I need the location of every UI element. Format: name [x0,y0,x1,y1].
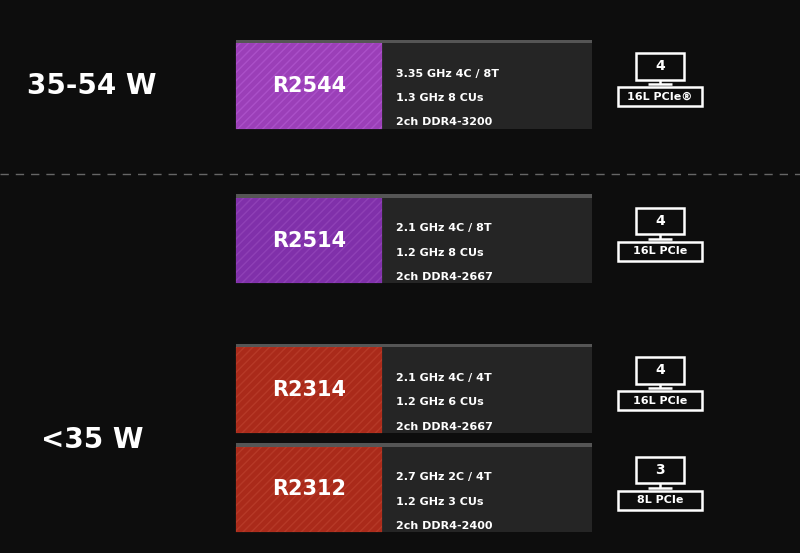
Text: R2314: R2314 [272,380,346,400]
Text: 35-54 W: 35-54 W [27,72,157,100]
Bar [636,53,684,80]
Bar [236,198,382,284]
Bar [382,198,592,284]
Bar [618,242,702,261]
Text: 2ch DDR4-3200: 2ch DDR4-3200 [396,117,493,127]
Bar [636,357,684,384]
Text: 3.35 GHz 4C / 8T: 3.35 GHz 4C / 8T [396,69,499,79]
Text: 1.2 GHz 3 CUs: 1.2 GHz 3 CUs [396,497,484,507]
Text: R2312: R2312 [272,479,346,499]
Bar [618,491,702,510]
Text: 16L PCIe: 16L PCIe [633,247,687,257]
Text: R2544: R2544 [272,76,346,96]
Bar [618,391,702,410]
Text: 2ch DDR4-2667: 2ch DDR4-2667 [396,421,494,431]
Text: R2514: R2514 [272,231,346,251]
Text: 3: 3 [655,463,665,477]
Bar [236,347,382,432]
Text: 2ch DDR4-2400: 2ch DDR4-2400 [396,521,493,531]
Bar [236,43,382,129]
Text: 2.1 GHz 4C / 8T: 2.1 GHz 4C / 8T [396,223,492,233]
Text: 2.1 GHz 4C / 4T: 2.1 GHz 4C / 4T [396,373,492,383]
Bar [236,447,382,532]
Bar [236,40,592,43]
Bar [236,447,382,532]
Text: 4: 4 [655,363,665,378]
Text: 16L PCIe®: 16L PCIe® [627,92,693,102]
Text: 1.3 GHz 8 CUs: 1.3 GHz 8 CUs [396,93,484,103]
Text: 4: 4 [655,59,665,74]
Bar [618,87,702,106]
Bar [636,457,684,483]
Text: 2ch DDR4-2667: 2ch DDR4-2667 [396,272,494,282]
Text: 4: 4 [655,214,665,228]
Bar [236,195,592,198]
Bar [236,347,382,432]
Bar [236,344,592,347]
Bar [236,198,382,284]
Bar [236,43,382,129]
Bar [382,43,592,129]
Bar [636,208,684,234]
Bar [236,444,592,447]
Text: 8L PCIe: 8L PCIe [637,495,683,505]
Text: <35 W: <35 W [41,426,143,453]
Text: 1.2 GHz 8 CUs: 1.2 GHz 8 CUs [396,248,484,258]
Bar [382,447,592,532]
Text: 16L PCIe: 16L PCIe [633,396,687,406]
Text: 2.7 GHz 2C / 4T: 2.7 GHz 2C / 4T [396,472,492,482]
Text: 1.2 GHz 6 CUs: 1.2 GHz 6 CUs [396,397,484,407]
Bar [382,347,592,432]
